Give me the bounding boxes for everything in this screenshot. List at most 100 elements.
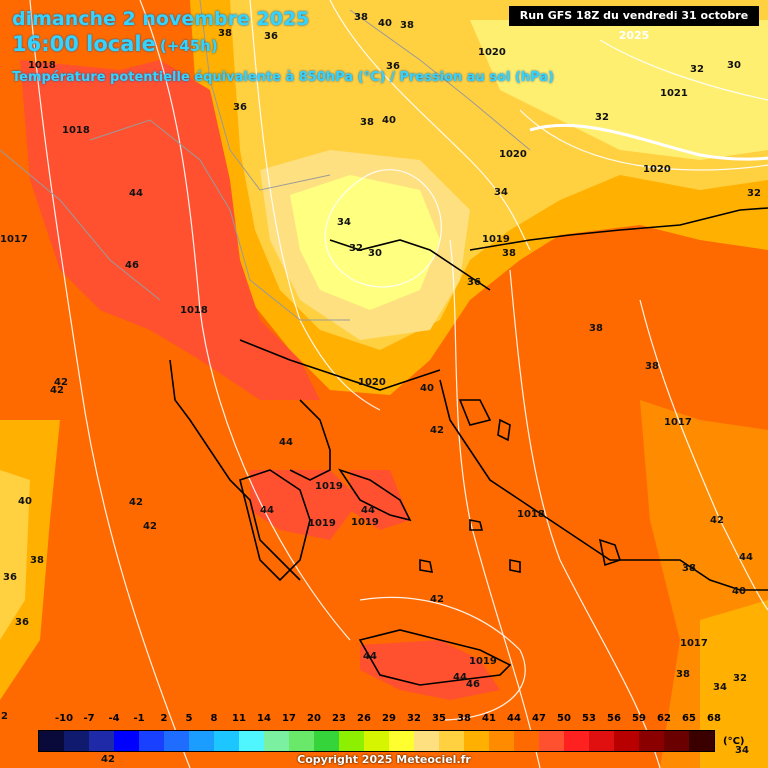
- field-paleyellow-ne: [470, 20, 768, 160]
- map-label: 38: [354, 12, 368, 23]
- map-label: 36: [264, 31, 278, 42]
- map-label: 44: [279, 437, 293, 448]
- map-label: 1019: [308, 518, 336, 529]
- legend-swatch: [689, 731, 714, 751]
- coast-cyclades-1: [419, 559, 434, 573]
- temperature-color-legend: [38, 730, 715, 752]
- coast-turkey-north: [469, 207, 768, 251]
- isobar-1020-c: [519, 109, 768, 171]
- coast-turkey-west: [439, 379, 768, 591]
- map-label: 46: [125, 260, 139, 271]
- map-subtitle: Température potentielle équivalente à 85…: [12, 70, 555, 85]
- coast-cyclades-3: [509, 559, 521, 573]
- map-label: 1017: [0, 234, 28, 245]
- legend-tick-label: 11: [232, 713, 246, 724]
- field-paleyellow-core: [290, 175, 440, 310]
- map-label: 44: [129, 188, 143, 199]
- legend-tick-label: 14: [257, 713, 271, 724]
- legend-tick-label: 65: [682, 713, 696, 724]
- legend-swatch: [214, 731, 239, 751]
- legend-swatch: [664, 731, 689, 751]
- legend-tick-label: -7: [83, 713, 95, 724]
- coast-crete: [358, 629, 512, 686]
- legend-swatch: [64, 731, 89, 751]
- map-label: 44: [363, 651, 377, 662]
- isobar-1020-b: [329, 0, 531, 251]
- legend-swatch: [164, 731, 189, 751]
- map-label: 1019: [315, 481, 343, 492]
- map-label: 32: [747, 188, 761, 199]
- legend-tick-label: 47: [532, 713, 546, 724]
- map-label: 30: [368, 248, 382, 259]
- map-label: 36: [15, 617, 29, 628]
- legend-tick-label: 23: [332, 713, 346, 724]
- map-label: 38: [218, 28, 232, 39]
- legend-tick-label: 68: [707, 713, 721, 724]
- legend-swatch: [414, 731, 439, 751]
- map-label: 38: [645, 361, 659, 372]
- map-label: 38: [502, 248, 516, 259]
- legend-swatch: [389, 731, 414, 751]
- map-label: 1018: [517, 509, 545, 520]
- isobar-loop-center: [324, 169, 442, 288]
- legend-unit: (°C): [723, 736, 745, 747]
- coast-lesbos: [458, 399, 492, 426]
- legend-tick-label: 17: [282, 713, 296, 724]
- legend-tick-label: 32: [407, 713, 421, 724]
- legend-tick-label: 50: [557, 713, 571, 724]
- map-label: 30: [727, 60, 741, 71]
- legend-swatch: [464, 731, 489, 751]
- coast-chios: [497, 418, 511, 442]
- legend-swatch: [314, 731, 339, 751]
- legend-tick-label: 5: [185, 713, 193, 724]
- map-label: 38: [30, 555, 44, 566]
- map-label: 38: [360, 117, 374, 128]
- map-label: 40: [732, 586, 746, 597]
- field-yellow-east: [700, 600, 768, 768]
- legend-swatch: [264, 731, 289, 751]
- map-label: 44: [361, 505, 375, 516]
- legend-swatch: [39, 731, 64, 751]
- map-label: 1019: [469, 656, 497, 667]
- map-label: 1017: [680, 638, 708, 649]
- map-label: 32: [349, 243, 363, 254]
- coastlines: [169, 207, 768, 686]
- isobar-1018-west: [29, 0, 191, 768]
- map-label: 32: [690, 64, 704, 75]
- forecast-time: 16:00 locale (+45h): [12, 32, 218, 56]
- map-label: 32: [595, 112, 609, 123]
- map-label: 1017: [664, 417, 692, 428]
- map-label: 38: [400, 20, 414, 31]
- legend-tick-label: -10: [54, 713, 74, 724]
- legend-swatch: [114, 731, 139, 751]
- map-label: 44: [260, 505, 274, 516]
- field-red-crete: [360, 640, 500, 700]
- legend-tick-label: 44: [507, 713, 521, 724]
- legend-tick-label: 2: [160, 713, 168, 724]
- map-label: 38: [589, 323, 603, 334]
- map-label: 36: [467, 277, 481, 288]
- copyright-text: Copyright 2025 Meteociel.fr: [297, 753, 471, 766]
- forecast-time-value: 16:00 locale: [12, 32, 156, 56]
- map-label: 1020: [499, 149, 527, 160]
- map-label: 34: [713, 682, 727, 693]
- legend-tick-label: -4: [108, 713, 120, 724]
- map-label: 42: [50, 385, 64, 396]
- legend-swatch: [639, 731, 664, 751]
- map-label: 42: [430, 425, 444, 436]
- legend-swatch: [339, 731, 364, 751]
- map-label: 40: [378, 18, 392, 29]
- map-label: 36: [386, 61, 400, 72]
- map-label: 40: [382, 115, 396, 126]
- field-red-aegean: [350, 470, 410, 530]
- legend-tick-label: 56: [607, 713, 621, 724]
- coast-rhodes: [598, 538, 622, 567]
- map-label: 40: [18, 496, 32, 507]
- map-label: 42: [430, 594, 444, 605]
- legend-swatch: [89, 731, 114, 751]
- isobar-1021-ne: [599, 39, 768, 101]
- map-label: 36: [3, 572, 17, 583]
- isobar-1017-east: [639, 299, 768, 611]
- isobars: [29, 0, 768, 768]
